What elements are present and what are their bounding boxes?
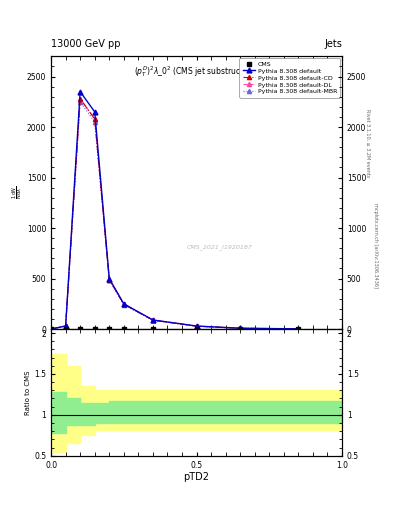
Pythia 8.308 default-MBR (238, 325, 242, 331)
Pythia 8.308 default-CD (194, 323, 199, 329)
Pythia 8.308 default (121, 301, 126, 307)
Pythia 8.308 default-MBR (49, 326, 53, 332)
Pythia 8.308 default (151, 317, 155, 323)
Pythia 8.308 default-MBR (92, 119, 97, 125)
Pythia 8.308 default (92, 109, 97, 115)
CMS (92, 326, 97, 332)
CMS (107, 326, 112, 332)
Pythia 8.308 default-DL (78, 96, 83, 102)
Pythia 8.308 default-DL (238, 325, 242, 331)
Pythia 8.308 default-DL (194, 323, 199, 329)
Pythia 8.308 default-DL (151, 317, 155, 323)
Pythia 8.308 default-CD (296, 326, 301, 332)
Pythia 8.308 default (78, 89, 83, 95)
Pythia 8.308 default-MBR (296, 326, 301, 332)
Pythia 8.308 default-DL (49, 326, 53, 332)
Text: mcplots.cern.ch [arXiv:1306.3436]: mcplots.cern.ch [arXiv:1306.3436] (373, 203, 378, 288)
Pythia 8.308 default-CD (121, 301, 126, 307)
Pythia 8.308 default-CD (151, 317, 155, 323)
Pythia 8.308 default-MBR (78, 99, 83, 105)
CMS (238, 326, 242, 332)
X-axis label: pTD2: pTD2 (184, 472, 209, 482)
CMS (78, 326, 83, 332)
Line: Pythia 8.308 default-CD: Pythia 8.308 default-CD (49, 97, 300, 331)
Pythia 8.308 default-CD (107, 276, 112, 283)
CMS (63, 326, 68, 332)
Line: Pythia 8.308 default: Pythia 8.308 default (49, 89, 301, 331)
Pythia 8.308 default-MBR (151, 317, 155, 324)
Text: CMS_2021_I1920187: CMS_2021_I1920187 (187, 244, 253, 250)
Pythia 8.308 default (238, 325, 242, 331)
Pythia 8.308 default-MBR (63, 323, 68, 329)
Pythia 8.308 default-DL (92, 116, 97, 122)
Pythia 8.308 default (194, 323, 199, 329)
Text: 13000 GeV pp: 13000 GeV pp (51, 38, 121, 49)
Pythia 8.308 default-DL (107, 276, 112, 283)
CMS (49, 326, 53, 332)
Line: CMS: CMS (50, 327, 300, 331)
CMS (121, 326, 126, 332)
Y-axis label: $\frac{1}{\mathrm{N}} \frac{\mathrm{d}N}{\mathrm{d}\lambda}$: $\frac{1}{\mathrm{N}} \frac{\mathrm{d}N}… (11, 186, 26, 199)
Pythia 8.308 default-CD (49, 326, 53, 332)
Pythia 8.308 default-DL (296, 326, 301, 332)
CMS (151, 326, 155, 332)
Pythia 8.308 default-MBR (121, 302, 126, 308)
Pythia 8.308 default (49, 326, 53, 332)
Pythia 8.308 default-DL (63, 323, 68, 329)
Line: Pythia 8.308 default-DL: Pythia 8.308 default-DL (49, 97, 300, 331)
Text: Jets: Jets (324, 38, 342, 49)
Pythia 8.308 default (107, 275, 112, 282)
Text: Rivet 3.1.10, ≥ 3.2M events: Rivet 3.1.10, ≥ 3.2M events (365, 109, 370, 178)
Text: $(p_T^D)^2\lambda\_0^2$ (CMS jet substructure): $(p_T^D)^2\lambda\_0^2$ (CMS jet substru… (134, 65, 259, 79)
Pythia 8.308 default (63, 323, 68, 329)
Pythia 8.308 default-DL (121, 301, 126, 307)
Line: Pythia 8.308 default-MBR: Pythia 8.308 default-MBR (49, 100, 300, 331)
Pythia 8.308 default-CD (78, 96, 83, 102)
Pythia 8.308 default-CD (238, 325, 242, 331)
Pythia 8.308 default-CD (63, 323, 68, 329)
Pythia 8.308 default-CD (92, 116, 97, 122)
CMS (194, 326, 199, 332)
Y-axis label: Ratio to CMS: Ratio to CMS (25, 370, 31, 415)
Pythia 8.308 default (296, 326, 301, 332)
Pythia 8.308 default-MBR (107, 277, 112, 283)
Legend: CMS, Pythia 8.308 default, Pythia 8.308 default-CD, Pythia 8.308 default-DL, Pyt: CMS, Pythia 8.308 default, Pythia 8.308 … (239, 58, 340, 98)
Pythia 8.308 default-MBR (194, 323, 199, 329)
CMS (296, 326, 301, 332)
